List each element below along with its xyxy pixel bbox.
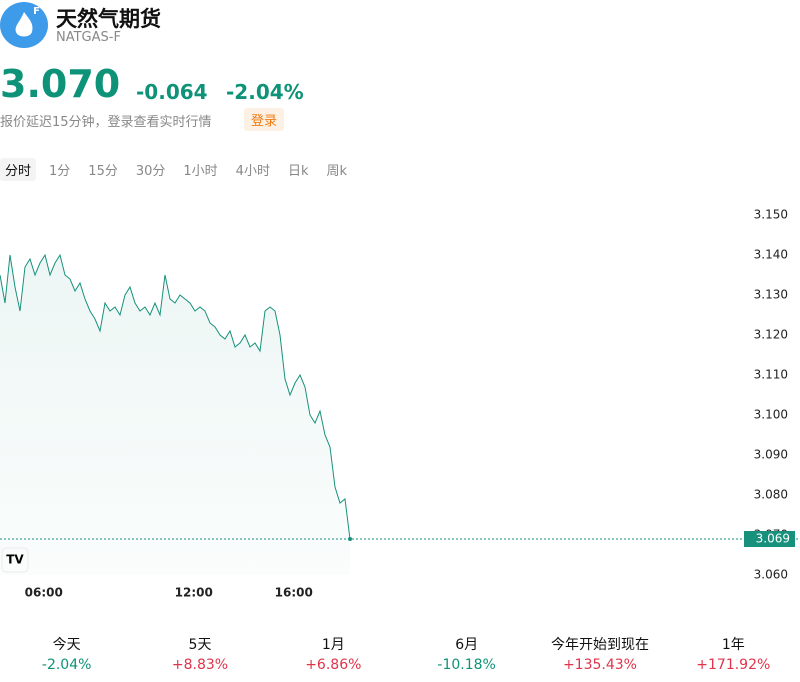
y-tick-label: 3.120	[754, 328, 788, 342]
period-label: 今天	[52, 637, 81, 653]
y-tick-label: 3.150	[754, 208, 788, 222]
last-point	[348, 537, 352, 541]
period[interactable]: 6月 -10.18%	[400, 634, 533, 673]
y-tick-label: 3.130	[754, 288, 788, 302]
performance: 今天 -2.04% 5天 +8.83% 1月 +6.86% 6月 -10.18% 今年开始到现在…	[0, 634, 800, 673]
x-tick-label: 06:00	[25, 586, 63, 600]
period[interactable]: 1年 +171.92%	[667, 634, 800, 673]
y-tick-label: 3.080	[754, 488, 788, 502]
last-price-label: 3.069	[756, 532, 790, 546]
logo: F	[0, 2, 48, 48]
period-value: +6.86%	[305, 657, 362, 673]
x-tick-label: 16:00	[275, 586, 313, 600]
y-tick-label: 3.090	[754, 448, 788, 462]
change-percent: -2.04%	[226, 80, 304, 104]
period-label: 6月	[455, 637, 479, 653]
period[interactable]: 今年开始到现在 +135.43%	[533, 634, 666, 673]
delay-note: 报价延迟15分钟，登录查看实时行情	[0, 115, 212, 130]
y-tick-label: 3.140	[754, 248, 788, 262]
period-label: 5天	[188, 637, 212, 653]
tab[interactable]: 1分	[49, 164, 71, 179]
period-value: -2.04%	[41, 657, 92, 673]
tab[interactable]: 日k	[287, 164, 309, 179]
change: -0.064	[136, 80, 208, 104]
tab[interactable]: 分时	[0, 158, 37, 181]
flame-icon	[15, 12, 33, 37]
tab[interactable]: 15分	[88, 164, 118, 179]
period[interactable]: 1月 +6.86%	[267, 634, 400, 673]
period-value: +171.92%	[696, 657, 771, 673]
period[interactable]: 今天 -2.04%	[0, 634, 133, 673]
x-tick-label: 12:00	[175, 586, 213, 600]
period-label: 1年	[721, 637, 745, 653]
price-line	[0, 253, 351, 540]
badge: F	[33, 6, 40, 17]
tabs: 分时 1分 15分 30分 1小时 4小时 日k 周k	[0, 158, 360, 181]
y-tick-label: 3.110	[754, 368, 788, 382]
tab[interactable]: 周k	[326, 164, 348, 179]
price: 3.070	[0, 62, 121, 106]
period-value: +8.83%	[171, 657, 229, 673]
tab[interactable]: 30分	[135, 164, 166, 179]
period[interactable]: 5天 +8.83%	[133, 634, 266, 673]
period-value: -10.18%	[437, 657, 496, 673]
y-tick-label: 3.100	[754, 408, 788, 422]
last-price-box	[744, 531, 795, 547]
period-label: 今年开始到现在	[550, 637, 649, 653]
period-label: 1月	[321, 637, 345, 653]
chart: TV 3.0603.0703.0803.0903.1003.1103.1203.…	[0, 208, 800, 600]
y-tick-label: 3.060	[754, 568, 788, 582]
symbol: NATGAS-F	[56, 30, 121, 45]
tab[interactable]: 1小时	[183, 164, 218, 179]
period-value: +135.43%	[562, 657, 637, 673]
tab[interactable]: 4小时	[235, 164, 270, 179]
login-button[interactable]: 登录	[244, 108, 285, 131]
title: 天然气期货	[56, 7, 161, 31]
